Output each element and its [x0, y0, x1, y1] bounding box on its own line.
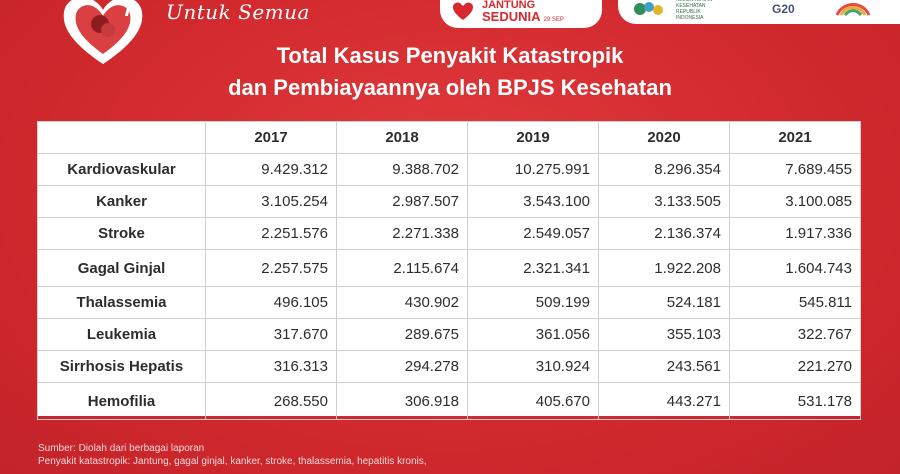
row-label: Kardiovaskular — [37, 153, 206, 186]
table-cell: 9.429.312 — [205, 153, 337, 186]
row-label: Stroke — [37, 217, 206, 250]
table-row: Kardiovaskular 9.429.312 9.388.702 10.27… — [37, 153, 861, 186]
table-cell: 545.811 — [729, 286, 861, 319]
table-cell: 243.561 — [598, 350, 730, 383]
table-cell: 524.181 — [598, 286, 730, 319]
table-cell: 361.056 — [467, 318, 599, 351]
table-cell: 496.105 — [205, 286, 337, 319]
table-row: Kanker 3.105.254 2.987.507 3.543.100 3.1… — [37, 185, 861, 218]
table-cell: 3.100.085 — [729, 185, 861, 218]
table-cell: 322.767 — [729, 318, 861, 351]
table-cell: 316.313 — [205, 350, 337, 383]
germas-logo-icon — [835, 3, 871, 17]
table-cell: 8.296.354 — [598, 153, 730, 186]
row-label: Hemofilia — [37, 382, 206, 420]
column-header: 2018 — [336, 121, 468, 154]
row-label: Thalassemia — [37, 286, 206, 319]
tagline: Untuk Semua — [166, 0, 310, 24]
table-cell: 3.543.100 — [467, 185, 599, 218]
table-cell: 221.270 — [729, 350, 861, 383]
table-cell: 1.922.208 — [598, 249, 730, 287]
table-cell: 2.257.575 — [205, 249, 337, 287]
g20-logo: G20 — [772, 2, 795, 16]
event-badge: JANTUNG SEDUNIA 29 SEP — [440, 0, 602, 28]
table-cell: 2.136.374 — [598, 217, 730, 250]
table-cell: 355.103 — [598, 318, 730, 351]
table-cell: 268.550 — [205, 382, 337, 420]
table-cell: 531.178 — [729, 382, 861, 420]
table-cell: 9.388.702 — [336, 153, 468, 186]
footnote-source: Sumber: Diolah dari berbagai laporan — [38, 443, 205, 454]
table-cell: 1.917.336 — [729, 217, 861, 250]
table-cell: 3.133.505 — [598, 185, 730, 218]
page-title: Total Kasus Penyakit Katastropik dan Pem… — [0, 40, 900, 104]
table-cell: 1.604.743 — [729, 249, 861, 287]
table-cell: 2.251.576 — [205, 217, 337, 250]
table-cell: 7.689.455 — [729, 153, 861, 186]
table-row: Stroke 2.251.576 2.271.338 2.549.057 2.1… — [37, 217, 861, 250]
table-cell: 3.105.254 — [205, 185, 337, 218]
kemenkes-logo-text: KEMENTERIAN KESEHATAN REPUBLIK INDONESIA — [676, 0, 713, 21]
table-cell: 430.902 — [336, 286, 468, 319]
table-row: Leukemia 317.670 289.675 361.056 355.103… — [37, 318, 861, 351]
table-cell: 294.278 — [336, 350, 468, 383]
table-row: Sirrhosis Hepatis 316.313 294.278 310.92… — [37, 350, 861, 383]
catastrophic-disease-table: 2017 2018 2019 2020 2021 Kardiovaskular … — [37, 121, 861, 420]
row-label: Leukemia — [37, 318, 206, 351]
column-header: 2020 — [598, 121, 730, 154]
table-row: Hemofilia 268.550 306.918 405.670 443.27… — [37, 382, 861, 420]
table-cell: 405.670 — [467, 382, 599, 420]
title-line2: dan Pembiayaannya oleh BPJS Kesehatan — [228, 75, 672, 100]
column-header — [37, 121, 206, 154]
table-cell: 443.271 — [598, 382, 730, 420]
table-header-row: 2017 2018 2019 2020 2021 — [37, 121, 861, 154]
row-label: Kanker — [37, 185, 206, 218]
footnote-definition: Penyakit katastropik: Jantung, gagal gin… — [38, 456, 427, 467]
column-header: 2017 — [205, 121, 337, 154]
event-line2: SEDUNIA — [482, 8, 541, 24]
table-row: Thalassemia 496.105 430.902 509.199 524.… — [37, 286, 861, 319]
table-cell: 317.670 — [205, 318, 337, 351]
event-line1: JANTUNG — [482, 0, 536, 11]
table-cell: 2.321.341 — [467, 249, 599, 287]
row-label: Sirrhosis Hepatis — [37, 350, 206, 383]
table-row: Gagal Ginjal 2.257.575 2.115.674 2.321.3… — [37, 249, 861, 287]
row-label: Gagal Ginjal — [37, 249, 206, 287]
table-cell: 509.199 — [467, 286, 599, 319]
column-header: 2021 — [729, 121, 861, 154]
table-cell: 10.275.991 — [467, 153, 599, 186]
data-table-container: 2017 2018 2019 2020 2021 Kardiovaskular … — [37, 121, 861, 420]
column-header: 2019 — [467, 121, 599, 154]
table-cell: 306.918 — [336, 382, 468, 420]
footnote: Sumber: Diolah dari berbagai laporan Pen… — [38, 442, 427, 468]
title-line1: Total Kasus Penyakit Katastropik — [276, 43, 624, 68]
heart-icon — [453, 2, 473, 20]
sponsor-logos: KEMENTERIAN KESEHATAN REPUBLIK INDONESIA… — [618, 0, 900, 24]
event-date: 29 SEP — [543, 16, 564, 23]
heart-logo-icon — [63, 0, 143, 64]
kemenkes-logo-icon — [634, 2, 663, 15]
table-cell: 2.115.674 — [336, 249, 468, 287]
table-cell: 2.549.057 — [467, 217, 599, 250]
table-cell: 2.271.338 — [336, 217, 468, 250]
table-cell: 310.924 — [467, 350, 599, 383]
table-cell: 289.675 — [336, 318, 468, 351]
table-cell: 2.987.507 — [336, 185, 468, 218]
